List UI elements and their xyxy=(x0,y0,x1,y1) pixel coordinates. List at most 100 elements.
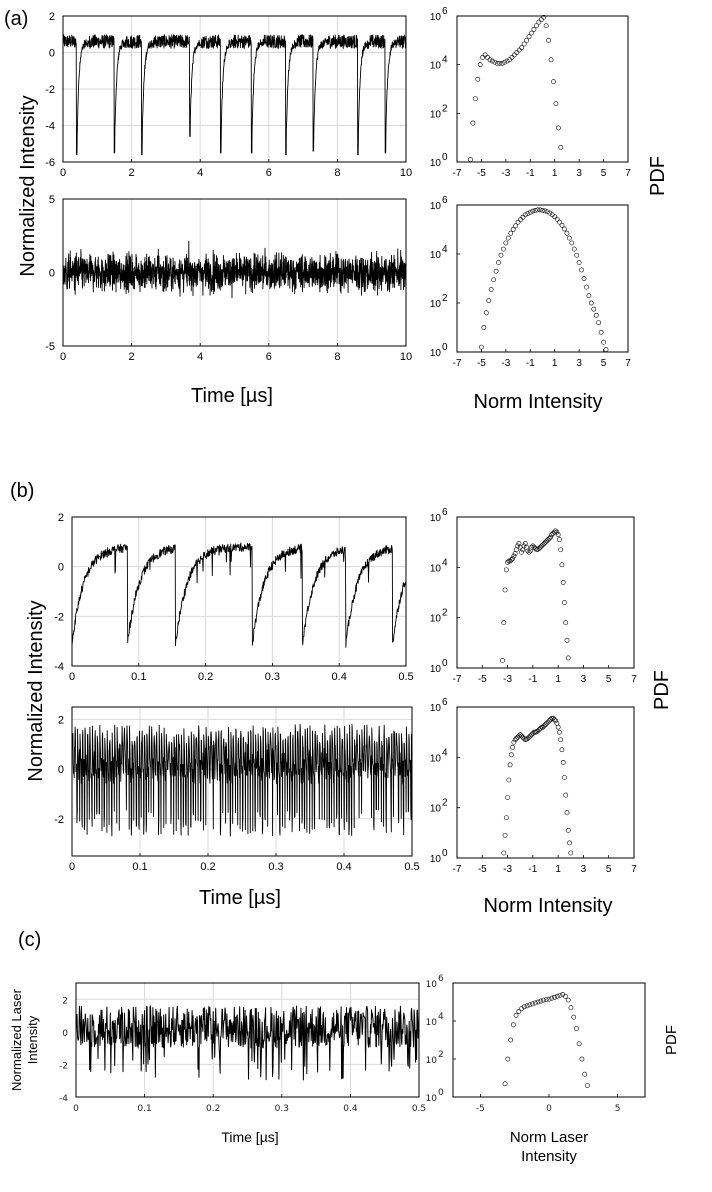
pdf-point xyxy=(494,61,500,66)
pdf-point xyxy=(551,79,556,85)
y-tick-label: 10 xyxy=(430,753,442,764)
panel-a-ylabel: Normalized Intensity xyxy=(17,95,39,276)
x-tick-label: 0.3 xyxy=(275,1104,289,1114)
plot-frame-b-top-pdf xyxy=(456,516,635,669)
plot-frame-c-pdf xyxy=(452,982,646,1098)
pdf-point xyxy=(529,732,534,738)
pdf-point xyxy=(520,214,526,220)
pdf-point xyxy=(546,718,552,724)
pdf-point xyxy=(532,207,538,213)
pdf-point xyxy=(552,214,558,220)
y-tick-exponent: 4 xyxy=(442,244,448,255)
x-tick-label: 7 xyxy=(625,358,631,369)
pdf-point xyxy=(532,1000,538,1006)
pdf-point xyxy=(499,61,505,66)
pdf-point xyxy=(502,1081,508,1087)
pdf-point xyxy=(598,329,604,335)
x-tick-label: 0.5 xyxy=(398,671,413,683)
plot-frame-b-top-time xyxy=(71,516,407,667)
x-tick-label: 8 xyxy=(334,167,340,179)
y-tick-label: 2 xyxy=(49,11,55,23)
pdf-point xyxy=(563,993,568,999)
pdf-point xyxy=(503,567,509,573)
pdf-point xyxy=(532,546,538,551)
x-tick-label: 0 xyxy=(60,167,66,179)
x-tick-label: -5 xyxy=(477,168,486,179)
pdf-point xyxy=(545,537,551,543)
x-tick-label: 0 xyxy=(546,1104,552,1114)
trace-b-top-time xyxy=(71,542,407,648)
x-tick-label: 0.5 xyxy=(404,861,419,873)
pdf-point xyxy=(485,54,490,60)
pdf-point xyxy=(544,538,550,544)
x-tick-label: 0 xyxy=(73,1104,79,1114)
pdf-point xyxy=(568,850,574,856)
pdf-point xyxy=(568,1005,574,1011)
y-tick-label: 10 xyxy=(430,804,442,815)
pdf-point xyxy=(512,737,518,743)
x-tick-label: -7 xyxy=(453,358,462,369)
y-tick-label: 10 xyxy=(430,563,442,574)
pdf-point xyxy=(480,54,486,60)
pdf-point xyxy=(574,1026,579,1031)
x-tick-label: 0.5 xyxy=(412,1104,426,1114)
pdf-point xyxy=(501,850,507,856)
pdf-point xyxy=(510,556,516,561)
pdf-point xyxy=(503,240,509,246)
pdf-point xyxy=(529,30,534,36)
x-tick-label: -1 xyxy=(526,358,535,369)
pdf-point xyxy=(549,995,555,1001)
trace-c-time xyxy=(75,1005,420,1081)
plot-frame-a-top-time xyxy=(62,15,407,163)
plot-frame-a-top-pdf xyxy=(456,15,629,163)
pdf-point xyxy=(498,252,504,258)
y-tick-exponent: 4 xyxy=(442,55,448,66)
pdf-point xyxy=(596,320,602,325)
pdf-point xyxy=(500,658,505,663)
y-tick-exponent: 4 xyxy=(442,557,448,568)
x-tick-label: 1 xyxy=(555,864,561,875)
pdf-point xyxy=(496,260,501,265)
pdf-point xyxy=(554,529,560,535)
panel-b-label: (b) xyxy=(10,480,34,502)
pdf-point xyxy=(563,620,569,626)
pdf-point xyxy=(564,230,570,236)
pdf-point xyxy=(557,219,562,225)
pdf-point xyxy=(546,535,552,541)
y-tick-label: 10 xyxy=(430,614,442,625)
x-tick-label: 1 xyxy=(552,168,558,179)
y-tick-label: -6 xyxy=(45,157,55,169)
y-tick-label: 10 xyxy=(426,1094,438,1104)
pdf-point xyxy=(538,725,543,731)
pdf-point xyxy=(515,219,521,225)
pdf-point xyxy=(562,600,567,605)
y-tick-exponent: 0 xyxy=(442,342,448,353)
pdf-point xyxy=(571,246,577,252)
pdf-point xyxy=(530,1001,535,1007)
y-tick-label: 5 xyxy=(49,194,55,206)
pdf-point xyxy=(525,736,531,741)
pdf-point xyxy=(546,37,552,43)
pdf-point xyxy=(527,1002,533,1008)
pdf-point xyxy=(545,719,551,725)
x-tick-label: 4 xyxy=(197,351,203,363)
pdf-point xyxy=(554,216,560,222)
pdf-point xyxy=(508,230,514,236)
panel-c-xlabel: Time [µs] xyxy=(221,1129,278,1145)
y-tick-label: 10 xyxy=(430,703,442,714)
pdf-point xyxy=(593,312,599,318)
pdf-point xyxy=(491,277,497,283)
pdf-point xyxy=(560,759,566,765)
pdf-point xyxy=(503,815,509,821)
y-tick-exponent: 0 xyxy=(442,658,448,669)
panel-b-ylabel: Normalized Intensity xyxy=(25,600,47,781)
pdf-point xyxy=(518,217,523,223)
pdf-point xyxy=(524,1003,530,1009)
y-tick-label: 10 xyxy=(430,201,442,212)
x-tick-label: 3 xyxy=(576,168,582,179)
y-tick-label: 10 xyxy=(426,1056,438,1066)
pdf-point xyxy=(559,562,565,568)
pdf-point xyxy=(581,276,587,281)
y-tick-exponent: 4 xyxy=(442,747,448,758)
pdf-point xyxy=(519,733,524,739)
